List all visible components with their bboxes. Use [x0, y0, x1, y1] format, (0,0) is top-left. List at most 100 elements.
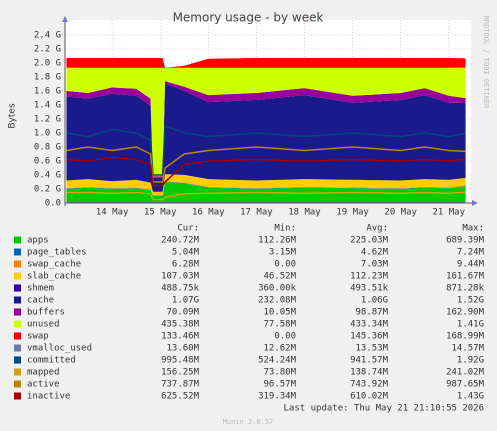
legend-stat: 1.52G: [457, 296, 484, 306]
legend-stat: 360.00k: [258, 284, 297, 294]
legend-label: slab_cache: [27, 272, 81, 282]
legend-label: committed: [27, 356, 76, 366]
y-tick-label: 1.0 G: [34, 129, 61, 139]
y-axis-arrow: [62, 16, 68, 22]
legend-stat: 737.87M: [161, 380, 200, 390]
legend-stat: 0.00: [274, 260, 296, 270]
legend-label: mapped: [27, 368, 60, 378]
legend-swatch: [14, 272, 21, 280]
legend-header: Max:: [462, 224, 484, 234]
legend-stat: 941.57M: [350, 356, 389, 366]
legend-stat: 77.58M: [263, 320, 296, 330]
legend-stat: 145.36M: [350, 332, 389, 342]
version: Munin 2.0.57: [223, 418, 274, 426]
legend-stat: 743.92M: [350, 380, 389, 390]
stacked-area: [66, 67, 466, 177]
x-tick-label: 21 May: [433, 208, 466, 218]
legend-stat: 156.25M: [161, 368, 200, 378]
legend-stat: 433.34M: [350, 320, 389, 330]
legend-swatch: [14, 368, 21, 376]
legend-stat: 689.39M: [446, 236, 485, 246]
legend-stat: 112.23M: [350, 272, 389, 282]
legend-label: shmem: [27, 284, 54, 294]
stacked-area: [66, 83, 466, 192]
legend-stat: 1.41G: [457, 320, 484, 330]
legend-header: Cur:: [177, 224, 199, 234]
y-tick-label: 0.4 G: [34, 171, 61, 181]
legend-stat: 46.52M: [263, 272, 296, 282]
legend-stat: 70.09M: [166, 308, 199, 318]
x-tick-label: 20 May: [384, 208, 417, 218]
series-line: [66, 191, 466, 201]
legend-stat: 241.02M: [446, 368, 485, 378]
legend-label: apps: [27, 236, 49, 246]
legend-swatch: [14, 308, 21, 316]
legend-swatch: [14, 380, 21, 388]
y-tick-label: 1.6 G: [34, 87, 61, 97]
y-tick-label: 0.6 G: [34, 157, 61, 167]
legend-stat: 995.48M: [161, 356, 200, 366]
y-tick-label: 2.0 G: [34, 59, 61, 69]
legend-swatch: [14, 332, 21, 340]
legend-stat: 161.67M: [446, 272, 485, 282]
legend-stat: 6.28M: [172, 260, 200, 270]
x-tick-label: 18 May: [288, 208, 321, 218]
x-tick-label: 15 May: [144, 208, 177, 218]
legend-stat: 112.26M: [258, 236, 297, 246]
legend-stat: 1.43G: [457, 392, 484, 402]
legend-stat: 7.03M: [361, 260, 389, 270]
legend-label: active: [27, 380, 60, 390]
legend-stat: 232.08M: [258, 296, 297, 306]
legend-label: vmalloc_used: [27, 344, 92, 354]
x-tick-label: 17 May: [240, 208, 273, 218]
legend-swatch: [14, 356, 21, 364]
legend-stat: 488.75k: [161, 284, 200, 294]
legend-stat: 493.51k: [350, 284, 389, 294]
legend-stat: 871.28k: [446, 284, 485, 294]
y-tick-label: 0.2 G: [34, 185, 61, 195]
legend-stat: 98.87M: [355, 308, 388, 318]
legend-stat: 1.06G: [361, 296, 388, 306]
legend-swatch: [14, 344, 21, 352]
legend-stat: 138.74M: [350, 368, 389, 378]
x-tick-label: 16 May: [192, 208, 225, 218]
legend-stat: 0.00: [274, 332, 296, 342]
legend-stat: 133.46M: [161, 332, 200, 342]
legend-stat: 435.38M: [161, 320, 200, 330]
x-tick-label: 14 May: [96, 208, 129, 218]
legend-stat: 168.99M: [446, 332, 485, 342]
legend-stat: 3.15M: [269, 248, 297, 258]
legend-label: inactive: [27, 392, 70, 402]
legend-label: swap_cache: [27, 260, 81, 270]
legend-stat: 13.53M: [355, 344, 388, 354]
series-line: [66, 146, 466, 183]
stacked-area: [66, 81, 466, 178]
legend-stat: 625.52M: [161, 392, 200, 402]
legend-header: Min:: [274, 224, 296, 234]
y-tick-label: 2.4 G: [34, 31, 61, 41]
x-tick-label: 19 May: [336, 208, 369, 218]
stacked-area: [66, 57, 466, 68]
legend-stat: 13.60M: [166, 344, 199, 354]
plot: [65, 20, 471, 204]
y-tick-label: 1.2 G: [34, 115, 61, 125]
legend-swatch: [14, 296, 21, 304]
legend-label: swap: [27, 332, 49, 342]
legend-label: unused: [27, 320, 60, 330]
stacked-area: [66, 174, 466, 196]
legend-stat: 96.57M: [263, 380, 296, 390]
legend-swatch: [14, 260, 21, 268]
legend-swatch: [14, 284, 21, 292]
legend-swatch: [14, 320, 21, 328]
chart-title: Memory usage - by week: [173, 11, 324, 25]
y-axis-label: Bytes: [8, 103, 18, 129]
legend-swatch: [14, 236, 21, 244]
legend-stat: 162.90M: [446, 308, 485, 318]
footer: Last update: Thu May 21 21:10:55 2026: [284, 404, 484, 414]
legend-stat: 12.62M: [263, 344, 296, 354]
legend-label: buffers: [27, 308, 65, 318]
y-tick-label: 0.8 G: [34, 143, 61, 153]
legend-stat: 73.80M: [263, 368, 296, 378]
legend-stat: 9.44M: [457, 260, 485, 270]
